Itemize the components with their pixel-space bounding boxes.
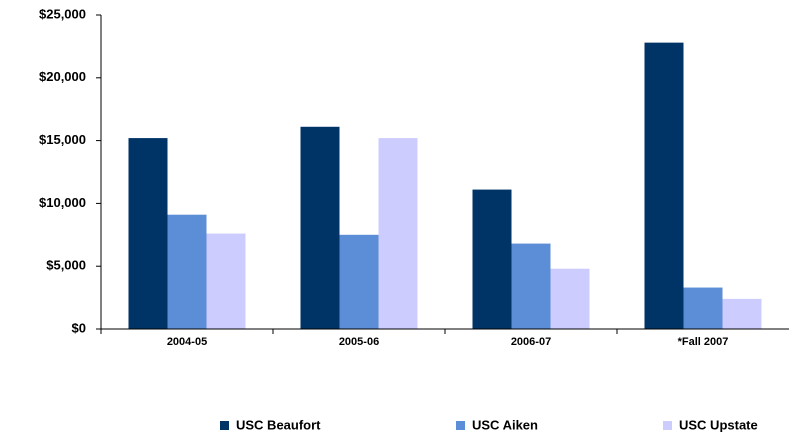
bar xyxy=(722,298,762,329)
x-tick-label: *Fall 2007 xyxy=(678,336,729,348)
x-tick-label: 2005-06 xyxy=(339,336,379,348)
x-tick-label: 2004-05 xyxy=(167,336,207,348)
bar xyxy=(167,214,207,329)
bar xyxy=(550,268,590,329)
bar xyxy=(378,138,418,329)
y-tick-label: $10,000 xyxy=(39,195,86,210)
y-tick-label: $0 xyxy=(72,320,86,335)
legend-swatch xyxy=(220,421,229,430)
y-tick-label: $15,000 xyxy=(39,132,86,147)
legend-swatch xyxy=(663,421,672,430)
x-tick-label: 2006-07 xyxy=(511,336,551,348)
y-tick-label: $20,000 xyxy=(39,69,86,84)
bar xyxy=(339,234,379,329)
bar xyxy=(683,287,723,329)
bar xyxy=(472,189,512,329)
bar xyxy=(300,126,340,329)
y-tick-label: $5,000 xyxy=(46,258,86,273)
legend-label: USC Beaufort xyxy=(236,417,321,432)
y-tick-label: $25,000 xyxy=(39,6,86,21)
legend-swatch xyxy=(456,421,465,430)
legend-label: USC Aiken xyxy=(472,417,538,432)
bar xyxy=(206,233,246,329)
bar xyxy=(644,42,684,330)
legend-label: USC Upstate xyxy=(679,417,758,432)
bar xyxy=(511,243,551,329)
bar xyxy=(128,138,168,329)
